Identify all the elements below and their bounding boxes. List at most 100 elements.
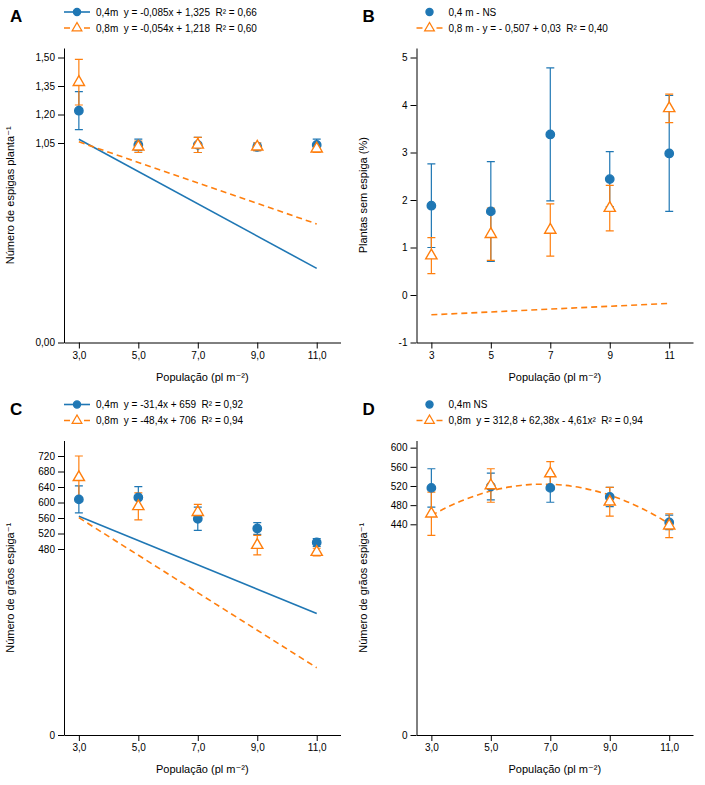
figure: 3,05,07,09,011,0 0,00 1,05 1,20 1,35 1,50 Popu… [0, 0, 705, 785]
y-axis-title: Plantas sem espiga (%) [357, 137, 369, 253]
tick-label: 11,0 [308, 350, 327, 361]
tick: 7,0 [544, 735, 558, 753]
tick: 480 [38, 544, 64, 555]
tick-label: 0 [402, 290, 408, 301]
point [311, 546, 322, 556]
tick-mark [257, 735, 258, 741]
tick-mark [411, 200, 417, 201]
y-axis: 0480520560600640680720 [38, 441, 64, 741]
tick-label: 3,0 [72, 350, 86, 361]
marks [73, 59, 322, 268]
y-axis: -1012345 [399, 49, 417, 349]
tick-label: 7,0 [191, 742, 205, 753]
tick-label: 3 [402, 147, 408, 158]
tick-mark [411, 295, 417, 296]
x-axis: 3,05,07,09,011,0 [65, 735, 342, 753]
tick-mark [431, 735, 432, 741]
tick-label: 7,0 [191, 350, 205, 361]
tick-label: 4 [402, 100, 408, 111]
point [73, 76, 84, 86]
legend-item: 0,8 m - y = - 0,507 + 0,03 R² = 0,40 [417, 22, 609, 33]
y-axis-line [64, 441, 65, 736]
point [75, 107, 83, 115]
marks [426, 68, 675, 315]
tick: 7,0 [191, 735, 205, 753]
legend-label: 0,4m y = -31,4x + 659 R² = 0,92 [96, 399, 243, 410]
point [665, 149, 673, 157]
point [606, 175, 614, 183]
tick-label: 1,05 [36, 138, 56, 149]
legend-symbol [426, 8, 433, 15]
tick-label: 9,0 [251, 742, 265, 753]
tick: 2 [402, 195, 417, 206]
tick-label: 0 [49, 730, 55, 741]
tick: 11 [665, 343, 676, 361]
fit-line [431, 303, 669, 314]
legend: 0,4m y = -0,085x + 1,325 R² = 0,660,8m y… [64, 7, 257, 34]
tick-label: 1,50 [36, 52, 56, 63]
tick-label: 680 [38, 466, 55, 477]
tick-mark [411, 735, 417, 736]
legend-item: 0,8m y = -0,054x + 1,218 R² = 0,60 [64, 22, 257, 33]
x-axis-line [65, 343, 342, 344]
panel: 3,05,07,09,011,00,001,051,201,351,50Popu… [4, 7, 341, 383]
fit-line [79, 139, 317, 268]
tick-mark [411, 505, 417, 506]
tick-mark [58, 86, 64, 87]
tick-mark [610, 343, 611, 349]
tick-mark [431, 343, 432, 349]
panel-title: D [363, 400, 375, 419]
tick: 4 [402, 100, 417, 111]
y-axis-title: Número de grãos espiga⁻¹ [4, 522, 16, 652]
tick: 5 [402, 52, 417, 63]
tick: -1 [399, 337, 417, 348]
tick-label: 600 [391, 442, 408, 453]
tick-label: 7,0 [544, 742, 558, 753]
tick-mark [257, 343, 258, 349]
point [133, 500, 144, 510]
tick: 3,0 [72, 343, 86, 361]
tick-label: 0,00 [36, 337, 56, 348]
tick: 560 [391, 462, 417, 473]
point [546, 484, 554, 492]
tick-mark [491, 735, 492, 741]
tick-mark [138, 735, 139, 741]
tick-mark [58, 735, 64, 736]
tick: 9,0 [603, 735, 617, 753]
tick: 3,0 [72, 735, 86, 753]
point [485, 228, 496, 238]
tick: 3,0 [425, 735, 439, 753]
y-axis-line [64, 49, 65, 344]
x-axis: 357911 [417, 343, 694, 361]
legend: 0,4m NS 0,8m y = 312,8 + 62,38x - 4,61x² … [417, 399, 644, 426]
x-axis-title: População (pl m⁻²) [156, 763, 249, 775]
tick-mark [198, 735, 199, 741]
y-axis-title: Número de espigas planta⁻¹ [4, 126, 16, 264]
tick-mark [550, 735, 551, 741]
tick-label: 480 [38, 544, 55, 555]
tick-label: 560 [391, 462, 408, 473]
x-axis-title: População (pl m⁻²) [508, 371, 601, 383]
tick-label: 600 [38, 497, 55, 508]
point [192, 138, 203, 148]
tick-label: 1,20 [36, 109, 56, 120]
legend-item: 0,8m y = 312,8 + 62,38x - 4,61x² R² = 0,… [417, 415, 644, 426]
tick-mark [550, 343, 551, 349]
tick-label: 5 [489, 350, 495, 361]
tick: 600 [38, 497, 64, 508]
tick-mark [58, 143, 64, 144]
tick: 440 [391, 519, 417, 530]
tick-mark [411, 105, 417, 106]
tick-label: 3 [429, 350, 435, 361]
tick-mark [491, 343, 492, 349]
point [252, 140, 263, 150]
tick-mark [669, 343, 670, 349]
x-axis: 3,05,07,09,011,0 [65, 343, 342, 361]
tick-label: 1,35 [36, 81, 56, 92]
legend-item: 0,4m NS [426, 399, 488, 410]
tick-mark [317, 735, 318, 741]
y-axis-line [417, 441, 418, 736]
tick: 3 [402, 147, 417, 158]
legend-symbol [72, 415, 82, 423]
tick: 9 [607, 343, 613, 361]
